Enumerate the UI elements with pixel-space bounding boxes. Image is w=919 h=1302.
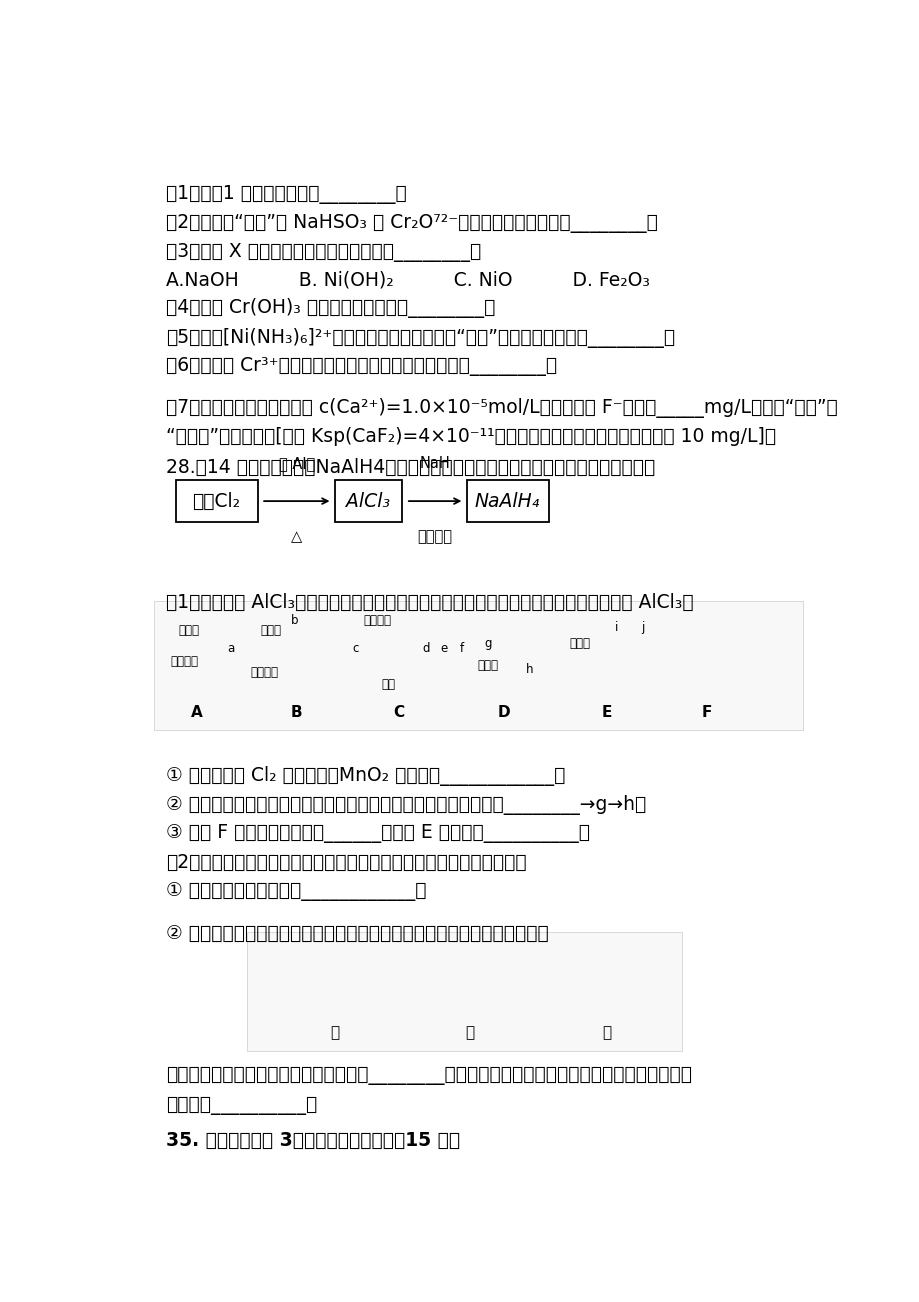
- Text: ③ 装置 F 中应盛装的试剂是______，装置 E 的作用是__________。: ③ 装置 F 中应盛装的试剂是______，装置 E 的作用是_________…: [166, 824, 590, 842]
- Text: 从简约性、准确性考虑，最适宜的方案是________（填编号），铝氢化锁与水完全反应，冷却至室温: 从简约性、准确性考虑，最适宜的方案是________（填编号），铝氢化锁与水完全…: [166, 1065, 692, 1085]
- Text: （4）写出 Cr(OH)₃ 在水中的电离方程式________。: （4）写出 Cr(OH)₃ 在水中的电离方程式________。: [166, 298, 495, 318]
- Text: △: △: [291, 529, 302, 544]
- Text: ② 现设计如下三种装置测定铝氢化锁样品的纯度（假设杂质不参与反应）。: ② 现设计如下三种装置测定铝氢化锁样品的纯度（假设杂质不参与反应）。: [166, 924, 549, 943]
- Text: “不符合”）排放标准[已知 Ksp(CaF₂)=4×10⁻¹¹，国家排放标准要求氟离子浓度小于 10 mg/L]。: “不符合”）排放标准[已知 Ksp(CaF₂)=4×10⁻¹¹，国家排放标准要求…: [166, 427, 776, 445]
- Text: 二氧化锡: 二氧化锡: [170, 655, 198, 668]
- Text: （1）已知无水 AlCl₃在潮湿的空气中极易水解。某实验小组利用下图中部分装置制备无水 AlCl₃。: （1）已知无水 AlCl₃在潮湿的空气中极易水解。某实验小组利用下图中部分装置制…: [166, 594, 693, 612]
- Bar: [335, 480, 402, 522]
- Text: A: A: [191, 704, 203, 720]
- Bar: [154, 602, 802, 729]
- Text: AlCl₃: AlCl₃: [346, 492, 390, 510]
- Text: b: b: [290, 615, 298, 628]
- Text: 35. 《化学一选修 3：物质结构与性质》（15 分）: 35. 《化学一选修 3：物质结构与性质》（15 分）: [166, 1130, 460, 1150]
- Text: 28.（14 分）铝氢化锁（NaAlH4）是有机合成的重要还原剂，其合成线路如下图所示。: 28.（14 分）铝氢化锁（NaAlH4）是有机合成的重要还原剂，其合成线路如下…: [166, 458, 655, 477]
- Text: ② 该实验小组的实验装置，按气流方向连接各仪器接口，顺序为：________→g→h。: ② 该实验小组的实验装置，按气流方向连接各仪器接口，顺序为：________→g…: [166, 794, 646, 815]
- Text: 浓硫酸: 浓硫酸: [477, 659, 498, 672]
- Text: h: h: [526, 663, 533, 676]
- Text: 纯净Cl₂: 纯净Cl₂: [192, 492, 241, 510]
- Text: a: a: [227, 642, 234, 655]
- Text: （6）请写出 Cr³⁺与酸性高锰酸钒发生反应的离子方程式________。: （6）请写出 Cr³⁺与酸性高锰酸钒发生反应的离子方程式________。: [166, 357, 557, 376]
- Text: B: B: [290, 704, 302, 720]
- Bar: [246, 932, 681, 1051]
- Text: （1）滤液1 的主要成份为：________。: （1）滤液1 的主要成份为：________。: [166, 185, 406, 204]
- Text: ① 实验室制备 Cl₂ 的反应中，MnO₂ 的作用是____________。: ① 实验室制备 Cl₂ 的反应中，MnO₂ 的作用是____________。: [166, 766, 565, 786]
- Text: 铝粉: 铝粉: [381, 678, 395, 691]
- Text: （2）请写出“转化”时 NaHSO₃ 与 Cr₂O⁷²⁻发生反应的离子方程式________。: （2）请写出“转化”时 NaHSO₃ 与 Cr₂O⁷²⁻发生反应的离子方程式__…: [166, 215, 657, 233]
- Text: 玻璃干燥: 玻璃干燥: [363, 615, 391, 628]
- Text: 纯 Al粉: 纯 Al粉: [278, 456, 314, 471]
- Text: f: f: [460, 642, 464, 655]
- Text: 浓盐酸: 浓盐酸: [260, 625, 280, 638]
- Text: j: j: [641, 621, 643, 634]
- Text: 丙: 丙: [602, 1026, 611, 1040]
- Text: g: g: [484, 637, 492, 650]
- Bar: [466, 480, 548, 522]
- Text: （7）经检测，最后的残液中 c(Ca²⁺)=1.0×10⁻⁵mol/L，则残液中 F⁻浓度为_____mg/L，（填“符合”或: （7）经检测，最后的残液中 c(Ca²⁺)=1.0×10⁻⁵mol/L，则残液中…: [166, 398, 837, 418]
- Text: 乙: 乙: [465, 1026, 474, 1040]
- Text: C: C: [392, 704, 403, 720]
- Text: ① 该反应的化学方程式为____________。: ① 该反应的化学方程式为____________。: [166, 881, 426, 901]
- Text: e: e: [440, 642, 448, 655]
- Text: （2）利用铝氢化锁遇水反应生成的氢气的体积测定铝氢化锁样品纯度。: （2）利用铝氢化锁遇水反应生成的氢气的体积测定铝氢化锁样品纯度。: [166, 853, 527, 872]
- Text: F: F: [701, 704, 711, 720]
- Text: 甲: 甲: [330, 1026, 339, 1040]
- Text: （3）试剂 X 可以是足量氨水，还可以是：________。: （3）试剂 X 可以是足量氨水，还可以是：________。: [166, 243, 481, 263]
- Text: 碱石灰: 碱石灰: [569, 637, 590, 650]
- Text: NaH: NaH: [419, 456, 450, 471]
- Text: 浓盐酸: 浓盐酸: [177, 625, 199, 638]
- Text: D: D: [497, 704, 509, 720]
- Text: d: d: [423, 642, 430, 655]
- Text: 二氧化锡: 二氧化锡: [251, 665, 278, 678]
- Text: （5）已知[Ni(NH₃)₆]²⁺为难电离的络合离子，则“沉锴”的离子方程式为：________。: （5）已知[Ni(NH₃)₆]²⁺为难电离的络合离子，则“沉锴”的离子方程式为：…: [166, 328, 675, 348]
- Text: A.NaOH          B. Ni(OH)₂          C. NiO          D. Fe₂O₃: A.NaOH B. Ni(OH)₂ C. NiO D. Fe₂O₃: [166, 271, 650, 289]
- Text: 的标志是__________。: 的标志是__________。: [166, 1095, 317, 1115]
- Bar: [176, 480, 257, 522]
- Text: 特定条件: 特定条件: [417, 529, 452, 544]
- Text: E: E: [601, 704, 611, 720]
- Text: i: i: [615, 621, 618, 634]
- Text: c: c: [352, 642, 358, 655]
- Text: NaAlH₄: NaAlH₄: [474, 492, 539, 510]
